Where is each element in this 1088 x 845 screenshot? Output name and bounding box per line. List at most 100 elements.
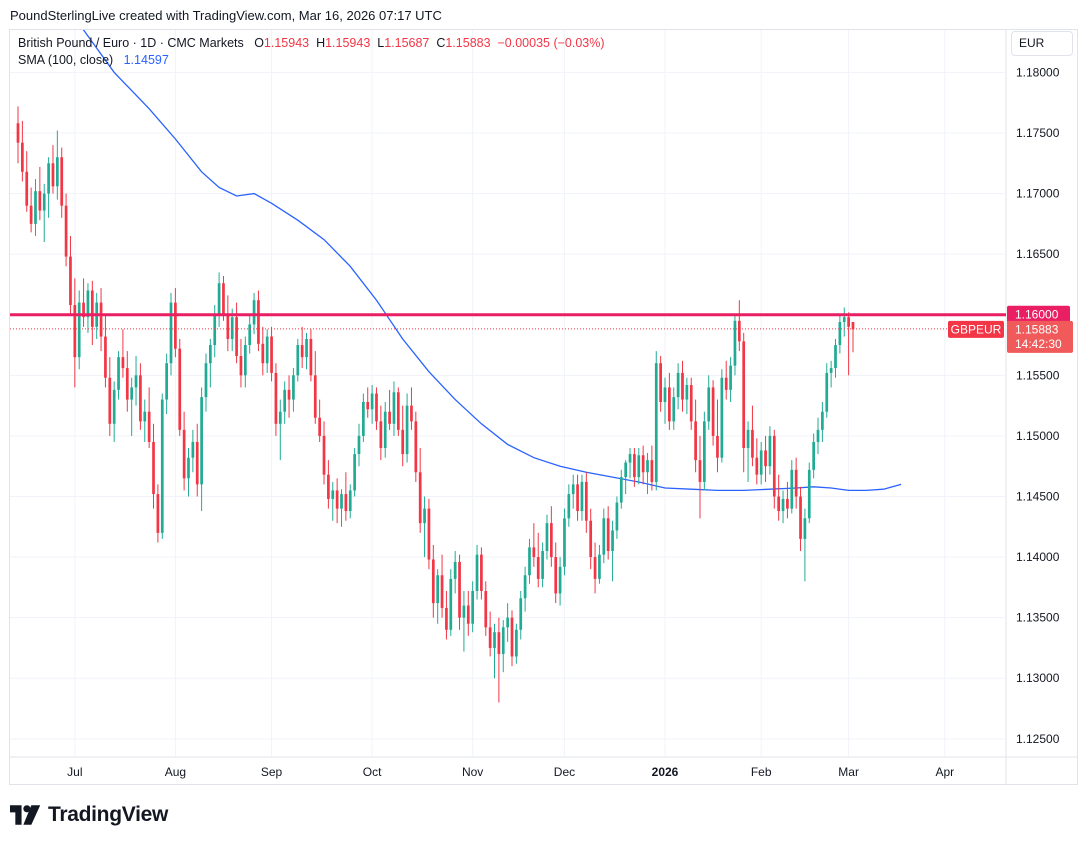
candle-body (73, 305, 77, 358)
tradingview-logo[interactable]: TradingView (10, 800, 168, 830)
currency-selector[interactable]: EUR (1011, 31, 1073, 56)
candle-body (803, 518, 807, 539)
candle-body (554, 557, 558, 594)
candle-body (257, 300, 260, 344)
candle-body (322, 435, 326, 475)
candle-body (659, 363, 662, 402)
candle-body (781, 498, 785, 512)
candle-body (418, 472, 422, 524)
x-tick-label: Oct (363, 765, 382, 779)
sma-row: SMA (100, close) 1.14597 (18, 52, 605, 69)
candle-body (794, 469, 798, 497)
candle-body (847, 317, 850, 327)
candle-body (510, 617, 514, 657)
candle-body (370, 393, 374, 410)
candle-body (348, 490, 352, 512)
candle-body (462, 605, 466, 618)
candle-body (60, 157, 64, 206)
y-tick-label: 1.17500 (1016, 126, 1060, 140)
candle-body (493, 632, 496, 648)
candle-body (287, 389, 291, 400)
y-tick-label: 1.12500 (1016, 732, 1060, 746)
candle-body (558, 566, 562, 594)
high-label: H (316, 36, 326, 50)
candle-body (458, 561, 461, 618)
candle-body (265, 336, 269, 364)
candle-body (25, 171, 29, 206)
candle-body (99, 302, 103, 337)
candle-body (676, 372, 680, 398)
candle-body (799, 496, 802, 539)
candle-body (624, 462, 628, 478)
sma-label[interactable]: SMA (100, close) (18, 53, 114, 67)
candle-body (401, 429, 405, 455)
candle-body (834, 345, 837, 369)
candle-body (261, 343, 265, 364)
candle-body (584, 481, 588, 521)
candle-body (816, 429, 820, 442)
candle-body (335, 490, 339, 509)
candle-body (480, 554, 483, 592)
y-tick-label: 1.17000 (1016, 187, 1060, 201)
candle-body (711, 387, 715, 436)
candle-body (497, 632, 501, 655)
candle-body (222, 283, 225, 315)
candle-body (777, 496, 781, 512)
candle-body (807, 469, 811, 519)
candle-body (759, 450, 763, 475)
candle-body (152, 441, 155, 495)
candle-body (501, 627, 505, 655)
candle-body (838, 322, 842, 346)
x-tick-label: Jul (67, 765, 82, 779)
candle-body (694, 421, 697, 461)
candle-body (821, 411, 824, 430)
candle-body (305, 338, 308, 358)
x-tick-label: Nov (462, 765, 483, 779)
level-price-tag-text: 1.16000 (1015, 308, 1059, 322)
candle-body (724, 377, 728, 390)
candle-body (344, 494, 348, 512)
candle-body (178, 348, 182, 430)
candle-body (532, 547, 536, 558)
candle-body (248, 324, 252, 346)
candle-body (143, 411, 147, 422)
candle-body (217, 283, 221, 315)
candle-body (453, 561, 457, 579)
candle-body (388, 411, 391, 424)
chart-legend: British Pound / Euro · 1D · CMC Markets … (18, 35, 605, 69)
candle-body (440, 575, 444, 608)
candle-body (733, 320, 737, 366)
candle-body (423, 508, 426, 524)
candle-body (471, 591, 475, 624)
candle-body (235, 317, 238, 356)
candle-body (117, 357, 120, 390)
candle-body (392, 392, 396, 424)
symbol-title[interactable]: British Pound / Euro · 1D · CMC Markets (18, 36, 244, 50)
candle-body (829, 368, 833, 373)
candle-body (619, 477, 623, 503)
candle-body (174, 302, 177, 349)
candle-body (21, 142, 24, 172)
candle-body (191, 441, 195, 458)
candle-body (340, 494, 343, 509)
candle-body (90, 290, 94, 327)
candle-body (790, 469, 794, 509)
candle-body (230, 317, 234, 339)
chart-frame (9, 29, 1078, 785)
candle-body (213, 314, 217, 346)
candle-body (842, 317, 846, 323)
candle-body (716, 435, 719, 458)
candle-body (69, 256, 72, 306)
level-price-tag (1007, 305, 1070, 323)
candle-body (169, 302, 173, 364)
y-tick-label: 1.15500 (1016, 368, 1060, 382)
candle-body (536, 557, 540, 579)
candle-body (746, 429, 750, 449)
candle-body (519, 598, 523, 630)
candle-body (165, 363, 168, 400)
candle-body (64, 205, 68, 257)
candle-body (283, 389, 287, 412)
candle-body (484, 591, 488, 628)
candle-body (646, 460, 649, 473)
